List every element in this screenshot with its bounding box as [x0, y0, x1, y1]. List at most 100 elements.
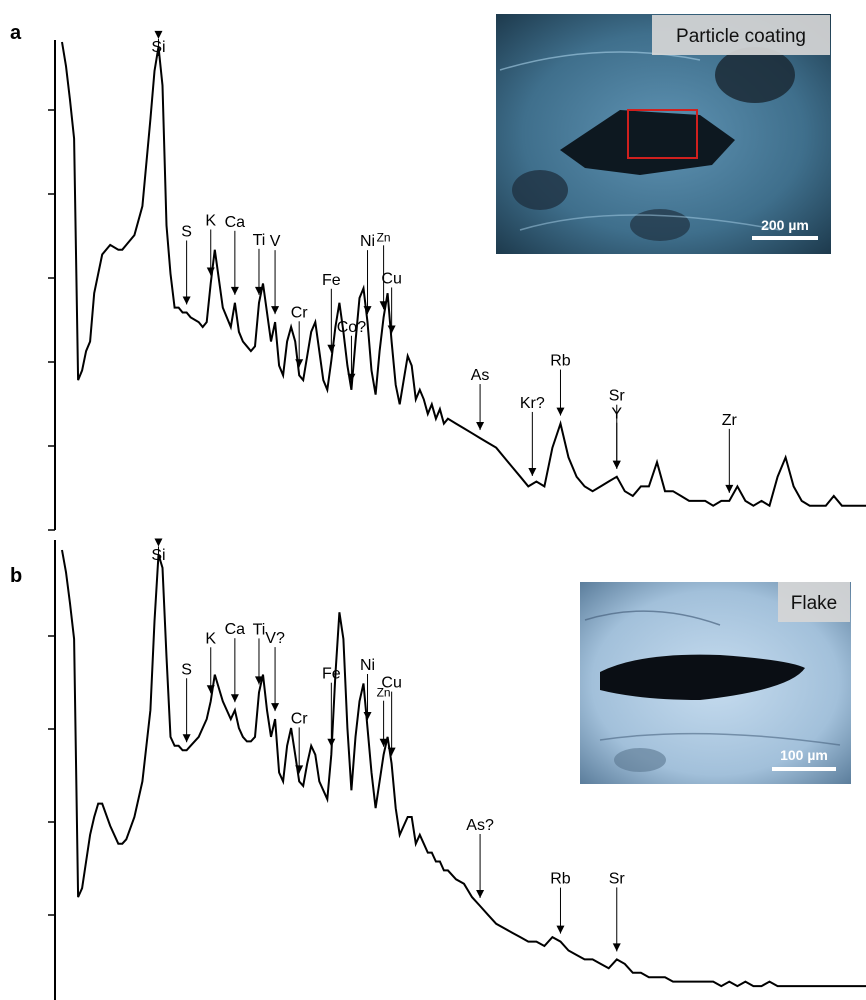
- peak-label: As: [471, 367, 490, 384]
- flake-icon: [600, 654, 805, 700]
- peak-label: Fe: [322, 272, 341, 289]
- peak-label: Ni: [360, 657, 375, 674]
- peak-annotation: As: [471, 367, 490, 431]
- arrow-down-icon: [476, 422, 485, 431]
- peak-annotation: Rb: [550, 353, 571, 416]
- arrow-down-icon: [254, 286, 263, 295]
- selection-box: [627, 109, 698, 159]
- peak-annotation: V?: [265, 630, 285, 712]
- peak-label: Kr?: [520, 395, 545, 412]
- arrow-down-icon: [182, 296, 191, 305]
- arrow-down-icon: [556, 407, 565, 416]
- peak-label: Cr: [291, 710, 309, 727]
- peak-label: K: [205, 213, 216, 230]
- peak-annotation: Ca: [225, 214, 246, 295]
- peak-label: Rb: [550, 871, 571, 888]
- arrow-down-icon: [347, 373, 356, 382]
- arrow-down-icon: [295, 765, 304, 774]
- arrow-down-icon: [612, 460, 621, 469]
- inset-title-b: Flake: [791, 593, 837, 614]
- scale-bar-label-a: 200 µm: [761, 217, 809, 233]
- arrow-down-icon: [327, 344, 336, 353]
- arrow-down-icon: [387, 747, 396, 756]
- peak-label: Ca: [225, 214, 246, 231]
- peak-labels-a: Si SK Ca Ti V Cr Fe Co? Ni Cu Zn As Kr? Rb SrY Zr: [151, 30, 738, 493]
- peak-annotation: Zn: [377, 230, 391, 310]
- peak-label: V: [270, 233, 281, 250]
- peak-label: As?: [466, 817, 494, 834]
- peak-annotation: Sr: [609, 870, 626, 952]
- inset-title-box-b: [778, 582, 850, 622]
- arrow-down-icon: [206, 685, 215, 694]
- peak-annotation: Cu: [381, 270, 402, 334]
- peak-annotation: Ti: [253, 621, 266, 685]
- peak-annotation: Ni: [360, 657, 375, 720]
- peak-annotation: Ca: [225, 621, 245, 703]
- peak-annotation: Zr: [722, 412, 738, 493]
- peak-annotation: Si: [151, 538, 166, 564]
- peak-annotation: Y: [611, 406, 622, 469]
- peak-label: Zr: [722, 412, 738, 429]
- peak-annotation: Cr: [291, 710, 309, 774]
- peak-label: Cu: [381, 675, 401, 692]
- peak-annotation: As?: [466, 817, 494, 898]
- y-ticks-b: [48, 635, 55, 916]
- peak-annotation: Rb: [550, 871, 571, 934]
- peak-label: Si: [151, 547, 165, 564]
- peak-label: Fe: [322, 666, 341, 683]
- arrow-down-icon: [556, 925, 565, 934]
- peak-label: S: [181, 661, 192, 678]
- peak-annotation: Kr?: [520, 395, 545, 476]
- arrow-down-icon: [363, 306, 372, 315]
- peak-annotation: K: [205, 630, 216, 694]
- inset-title-a: Particle coating: [676, 26, 806, 47]
- arrow-down-icon: [528, 467, 537, 476]
- spectrum-line-b: [61, 549, 866, 988]
- scale-bar-label-b: 100 µm: [780, 747, 828, 763]
- peak-annotation: Ti: [253, 232, 265, 295]
- peak-label: K: [205, 630, 216, 647]
- arrow-down-icon: [154, 538, 163, 547]
- panel-letter-a: a: [10, 22, 22, 44]
- peak-label: Rb: [550, 353, 571, 370]
- arrow-down-icon: [379, 301, 388, 310]
- peak-label: S: [181, 223, 192, 240]
- arrow-down-icon: [182, 734, 191, 743]
- peak-annotation: Cu: [381, 675, 402, 756]
- arrow-down-icon: [206, 267, 215, 276]
- arrow-down-icon: [612, 943, 621, 952]
- peak-annotation: Zn: [377, 686, 391, 747]
- peak-annotation: Fe: [322, 666, 341, 747]
- peak-annotation: Co?: [337, 319, 366, 382]
- peak-annotation: V: [270, 233, 281, 315]
- peak-label: V?: [265, 630, 285, 647]
- peak-annotation: S: [181, 223, 192, 305]
- peak-label: Cu: [381, 270, 401, 287]
- peak-annotation: K: [205, 213, 216, 276]
- arrow-down-icon: [327, 738, 336, 747]
- arrow-down-icon: [271, 306, 280, 315]
- peak-annotation: Fe: [322, 272, 341, 353]
- peak-label: Co?: [337, 319, 366, 336]
- peak-label: Sr: [609, 388, 626, 405]
- y-ticks-a: [48, 109, 55, 531]
- dark-blob-icon: [630, 209, 690, 241]
- peak-label: Ni: [360, 233, 375, 250]
- arrow-down-icon: [387, 325, 396, 334]
- inset-flake: Flake 100 µm: [580, 582, 851, 784]
- dark-blob-icon: [715, 47, 795, 103]
- spectrum-line-a: [61, 41, 866, 508]
- peak-label: Ti: [253, 621, 266, 638]
- dark-blob-icon: [512, 170, 568, 210]
- arrow-down-icon: [725, 484, 734, 493]
- arrow-down-icon: [476, 890, 485, 898]
- arrow-down-icon: [271, 703, 280, 712]
- arrow-down-icon: [295, 359, 304, 368]
- peak-annotation: Ni: [360, 233, 375, 315]
- peak-label: Zn: [377, 686, 391, 700]
- peak-annotation: Si: [151, 30, 166, 56]
- peak-label: Sr: [609, 870, 626, 887]
- arrow-down-icon: [230, 286, 239, 295]
